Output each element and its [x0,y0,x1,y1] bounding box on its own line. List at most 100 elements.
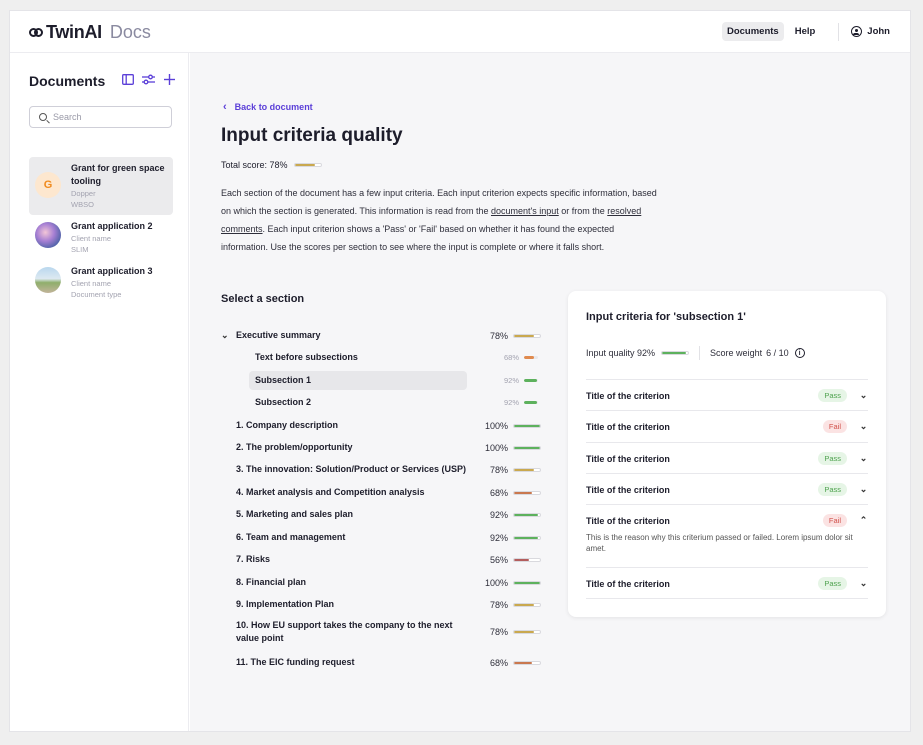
chevron-down-icon[interactable]: ⌄ [859,578,868,588]
criterion-title: Title of the criterion [586,453,670,464]
search-box[interactable] [29,106,172,128]
criterion-row[interactable]: Title of the criterion Pass ⌄ [586,379,868,411]
sidebar-actions [121,73,176,86]
total-score: Total score: 78% [221,160,322,170]
criterion-row[interactable]: Title of the criterion Fail ⌃ This is the r… [586,504,868,563]
section-item[interactable]: 8. Financial plan 100% [221,573,541,592]
section-item[interactable]: 3. The innovation: Solution/Product or S… [221,460,541,479]
criterion-row[interactable]: Title of the criterion Pass ⌄ [586,473,868,505]
filter-icon[interactable] [142,73,155,86]
document-item-2[interactable]: Grant application 2 Client name SLIM [29,215,173,260]
section-percent: 56% [489,554,508,565]
resolved-comments-link[interactable]: resolved comments [221,206,642,234]
document-name: Grant application 3 [71,266,153,276]
section-item[interactable]: 4. Market analysis and Competition analy… [221,483,541,502]
document-name: Grant application 2 [71,221,153,231]
chevron-down-icon[interactable]: ⌄ [859,484,868,494]
chevron-down-icon[interactable]: ⌄ [859,390,868,400]
chevron-down-icon[interactable]: ⌄ [859,421,868,431]
section-item[interactable]: 9. Implementation Plan 78% [221,595,541,614]
top-nav: Documents Help John [716,22,890,41]
section-item[interactable]: 11. The EIC funding request 68% [221,653,541,672]
logo[interactable]: TwinAI Docs [29,22,151,43]
status-badge: Pass [818,483,847,496]
page-title: Input criteria quality [221,125,403,146]
document-item-1[interactable]: G Grant for green space tooling Dopper W… [29,157,173,215]
section-percent: 92% [503,376,519,385]
main-content: ‹ Back to document Input criteria qualit… [190,53,910,731]
nav-documents[interactable]: Documents [721,22,784,41]
section-label: Subsection 1 [255,375,312,385]
app-frame: TwinAI Docs Documents Help John Document… [9,10,911,732]
section-score-bar [513,602,541,607]
status-badge: Pass [818,389,847,402]
nav-help[interactable]: Help [794,26,816,37]
status-badge: Pass [818,452,847,465]
chevron-down-icon[interactable]: ⌄ [859,453,868,463]
section-item[interactable]: 1. Company description 100% [221,416,541,435]
document-client: Client name [71,279,112,288]
section-score-bar [513,333,541,338]
user-name: John [867,26,890,37]
section-percent: 78% [489,599,508,610]
search-icon [39,113,47,121]
criterion-title: Title of the criterion [586,421,670,432]
section-label: 8. Financial plan [236,577,307,587]
panel-title: Input criteria for 'subsection 1' [586,311,746,323]
document-item-3[interactable]: Grant application 3 Client name Document… [29,260,173,305]
section-item[interactable]: ⌄ Executive summary 78% [221,326,541,345]
search-input[interactable] [53,112,163,122]
section-label: Subsection 2 [255,397,312,407]
subsection-item[interactable]: Text before subsections 68% [221,348,541,367]
logo-name: TwinAI [46,22,102,42]
back-label: Back to document [234,102,313,112]
back-link[interactable]: ‹ Back to document [223,101,313,113]
section-item[interactable]: 10. How EU support takes the company to … [221,617,541,647]
document-input-link[interactable]: document's input [490,206,559,216]
chevron-down-icon[interactable]: ⌄ [221,330,229,340]
criterion-row[interactable]: Title of the criterion Pass ⌄ [586,442,868,474]
section-item[interactable]: 5. Marketing and sales plan 92% [221,505,541,524]
document-type: SLIM [71,245,89,254]
section-label: 1. Company description [236,420,339,430]
criterion-row[interactable]: Title of the criterion Fail ⌄ [586,410,868,442]
sidebar-toggle-icon[interactable] [121,73,134,86]
section-label: 5. Marketing and sales plan [236,509,354,519]
chevron-left-icon: ‹ [223,101,227,113]
section-score-bar [513,535,541,540]
section-score-bar [524,379,538,382]
section-label: 2. The problem/opportunity [236,442,353,452]
intro-part: or from the [558,206,608,216]
chevron-up-icon[interactable]: ⌃ [859,515,868,525]
section-label: 4. Market analysis and Competition analy… [236,487,425,497]
add-icon[interactable] [163,73,176,86]
section-score-bar [513,467,541,472]
score-weight-label: Score weight [710,348,763,358]
section-score-bar [513,423,541,428]
document-client: Client name [71,234,112,243]
section-percent: 68% [489,657,508,668]
criterion-row[interactable]: Title of the criterion Pass ⌄ [586,567,868,599]
document-avatar-image [35,267,61,293]
section-percent: 100% [484,577,508,588]
info-icon[interactable]: i [794,348,805,358]
section-item[interactable]: 2. The problem/opportunity 100% [221,438,541,457]
subsection-item[interactable]: Subsection 2 92% [221,393,541,412]
criterion-title: Title of the criterion [586,390,670,401]
section-item[interactable]: 7. Risks 56% [221,550,541,569]
user-menu[interactable]: John [851,26,890,37]
section-label: 7. Risks [236,554,271,564]
subsection-item[interactable]: Subsection 1 92% [221,371,541,390]
sidebar-title: Documents [29,73,106,89]
section-label: 10. How EU support takes the company to … [236,620,453,643]
status-badge: Fail [822,420,847,433]
section-item[interactable]: 6. Team and management 92% [221,528,541,547]
section-score-bar [513,512,541,517]
logo-docs: Docs [109,22,151,42]
top-header: TwinAI Docs Documents Help John [10,11,910,53]
meta-divider [699,346,701,360]
nav-divider [838,22,840,41]
user-icon [851,26,863,37]
section-label: 11. The EIC funding request [236,657,355,667]
document-name: Grant for green space tooling [71,163,165,186]
